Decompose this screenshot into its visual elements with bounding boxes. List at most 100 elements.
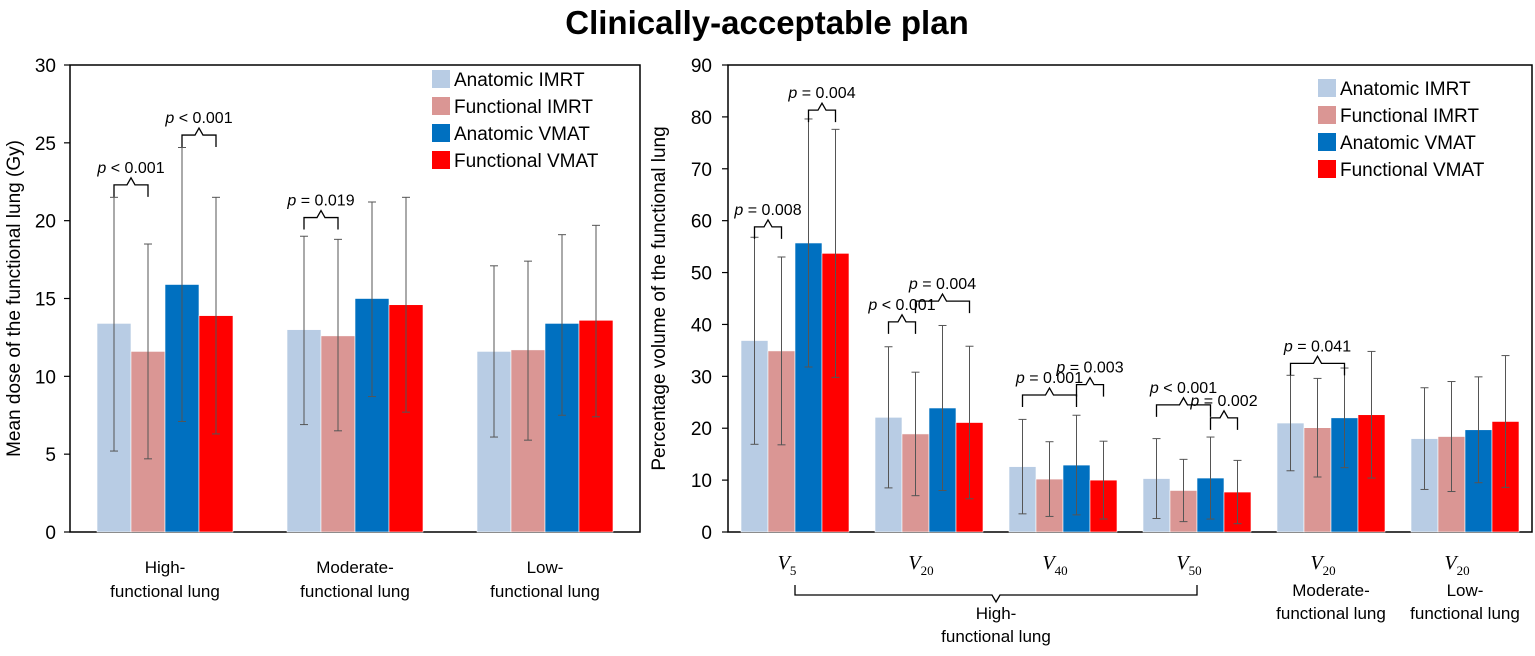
x-category-symbol: V — [1444, 552, 1459, 574]
left-chart: 0 5 10 15 20 25 30 Mean dose of the functional … — [4, 56, 641, 601]
x-category-sublabel: Moderate- — [1292, 581, 1369, 600]
x-category-symbol: V — [1176, 552, 1191, 574]
x-category-subscript: 50 — [1189, 563, 1202, 578]
p-value-label-p: p — [1189, 393, 1199, 410]
significance-bracket — [887, 313, 917, 334]
x-category-label: V5 — [778, 552, 797, 578]
legend-swatch — [1318, 79, 1336, 97]
p-value-label: p = 0.003 — [1055, 360, 1123, 377]
significance-bracket — [1289, 355, 1346, 376]
p-value-label-rest: = 0.004 — [918, 276, 976, 293]
p-value-label-p: p — [1283, 338, 1293, 355]
y-tick-label: 5 — [45, 445, 56, 466]
y-tick-label: 50 — [691, 264, 712, 285]
x-category-label: functional lung — [300, 582, 410, 601]
p-value-label-rest: < 0.001 — [1159, 380, 1217, 397]
y-tick-label: 20 — [691, 419, 712, 440]
x-category-symbol: V — [908, 552, 923, 574]
significance-bracket — [303, 209, 339, 230]
x-category-symbol: V — [778, 552, 793, 574]
x-category-subscript: 5 — [790, 563, 797, 578]
p-value-label-rest: = 0.002 — [1199, 393, 1257, 410]
legend-swatch — [432, 151, 450, 169]
x-category-sublabel: functional lung — [1276, 604, 1386, 623]
legend-swatch — [432, 124, 450, 142]
p-value-label-rest: = 0.004 — [797, 85, 855, 102]
x-category-label: Low- — [527, 558, 564, 577]
legend-label: Anatomic IMRT — [454, 70, 585, 91]
p-value-label: p < 0.001 — [96, 160, 164, 177]
x-category-sublabel: Low- — [1447, 581, 1484, 600]
x-category-label: V40 — [1042, 552, 1067, 578]
y-tick-label: 30 — [35, 56, 56, 77]
p-value-label-rest: = 0.003 — [1065, 360, 1123, 377]
p-value-label-p: p — [164, 110, 174, 127]
y-tick-label: 30 — [691, 367, 712, 388]
p-value-label-p: p — [867, 297, 877, 314]
p-value-label-rest: < 0.001 — [106, 160, 164, 177]
x-category-label: V20 — [908, 552, 933, 578]
p-value-label: p < 0.001 — [867, 297, 935, 314]
legend-swatch — [1318, 160, 1336, 178]
p-value-label-p: p — [96, 160, 106, 177]
p-value-label-p: p — [733, 202, 743, 219]
p-value-label-p: p — [286, 193, 296, 210]
significance-bracket — [914, 292, 971, 314]
significance-bracket — [1209, 409, 1239, 430]
legend-label: Anatomic VMAT — [1340, 133, 1476, 154]
p-value-label: p = 0.008 — [733, 202, 801, 219]
bar — [1276, 422, 1305, 533]
x-category-symbol: V — [1310, 552, 1325, 574]
p-value-label: p = 0.004 — [908, 276, 976, 293]
y-tick-label: 90 — [691, 56, 712, 77]
x-category-label: High- — [145, 558, 186, 577]
plot-frame — [727, 64, 1533, 533]
x-category-label: Moderate- — [316, 558, 393, 577]
x-category-label: functional lung — [110, 582, 220, 601]
x-category-subscript: 20 — [921, 563, 934, 578]
y-tick-label: 0 — [45, 523, 56, 544]
p-value-label: p < 0.001 — [164, 110, 232, 127]
x-category-label: functional lung — [490, 582, 600, 601]
p-value-label: p = 0.001 — [1015, 370, 1083, 387]
p-value-label-p: p — [1149, 380, 1159, 397]
p-value-label: p = 0.019 — [286, 193, 354, 210]
p-value-label: p = 0.002 — [1189, 393, 1257, 410]
figure-title: Clinically-acceptable plan — [565, 4, 968, 41]
p-value-label-p: p — [787, 85, 797, 102]
significance-bracket — [1021, 386, 1078, 408]
p-value-label-rest: = 0.041 — [1293, 338, 1351, 355]
right-chart: 0 10 20 30 40 50 60 70 80 90 Percentage volume of … — [649, 56, 1533, 646]
significance-bracket — [1075, 376, 1105, 397]
y-tick-label: 15 — [35, 290, 56, 311]
legend-swatch — [432, 97, 450, 115]
legend-swatch — [1318, 133, 1336, 151]
p-value-label: p = 0.041 — [1283, 338, 1351, 355]
significance-bracket — [181, 126, 217, 148]
y-tick-label: 20 — [35, 212, 56, 233]
group-bracket — [794, 585, 1198, 604]
p-value-label: p = 0.004 — [787, 85, 855, 102]
p-value-label-rest: = 0.008 — [743, 202, 801, 219]
x-category-subscript: 40 — [1055, 563, 1068, 578]
x-category-label: V20 — [1310, 552, 1335, 578]
x-category-sublabel: functional lung — [1410, 604, 1520, 623]
legend-label: Anatomic IMRT — [1340, 79, 1471, 100]
p-value-label-p: p — [1015, 370, 1025, 387]
x-category-subscript: 20 — [1323, 563, 1336, 578]
legend-label: Functional IMRT — [454, 97, 593, 118]
significance-bracket — [753, 218, 783, 239]
group-label: High- — [976, 604, 1017, 623]
legend-label: Functional VMAT — [1340, 160, 1485, 181]
y-tick-label: 25 — [35, 134, 56, 155]
p-value-label: p < 0.001 — [1149, 380, 1217, 397]
y-tick-label: 60 — [691, 212, 712, 233]
legend-label: Functional IMRT — [1340, 106, 1479, 127]
p-value-label-rest: < 0.001 — [174, 110, 232, 127]
y-tick-label: 10 — [35, 367, 56, 388]
significance-bracket — [807, 101, 837, 123]
p-value-label-p: p — [908, 276, 918, 293]
group-label: functional lung — [941, 627, 1051, 646]
x-category-label: V20 — [1444, 552, 1469, 578]
